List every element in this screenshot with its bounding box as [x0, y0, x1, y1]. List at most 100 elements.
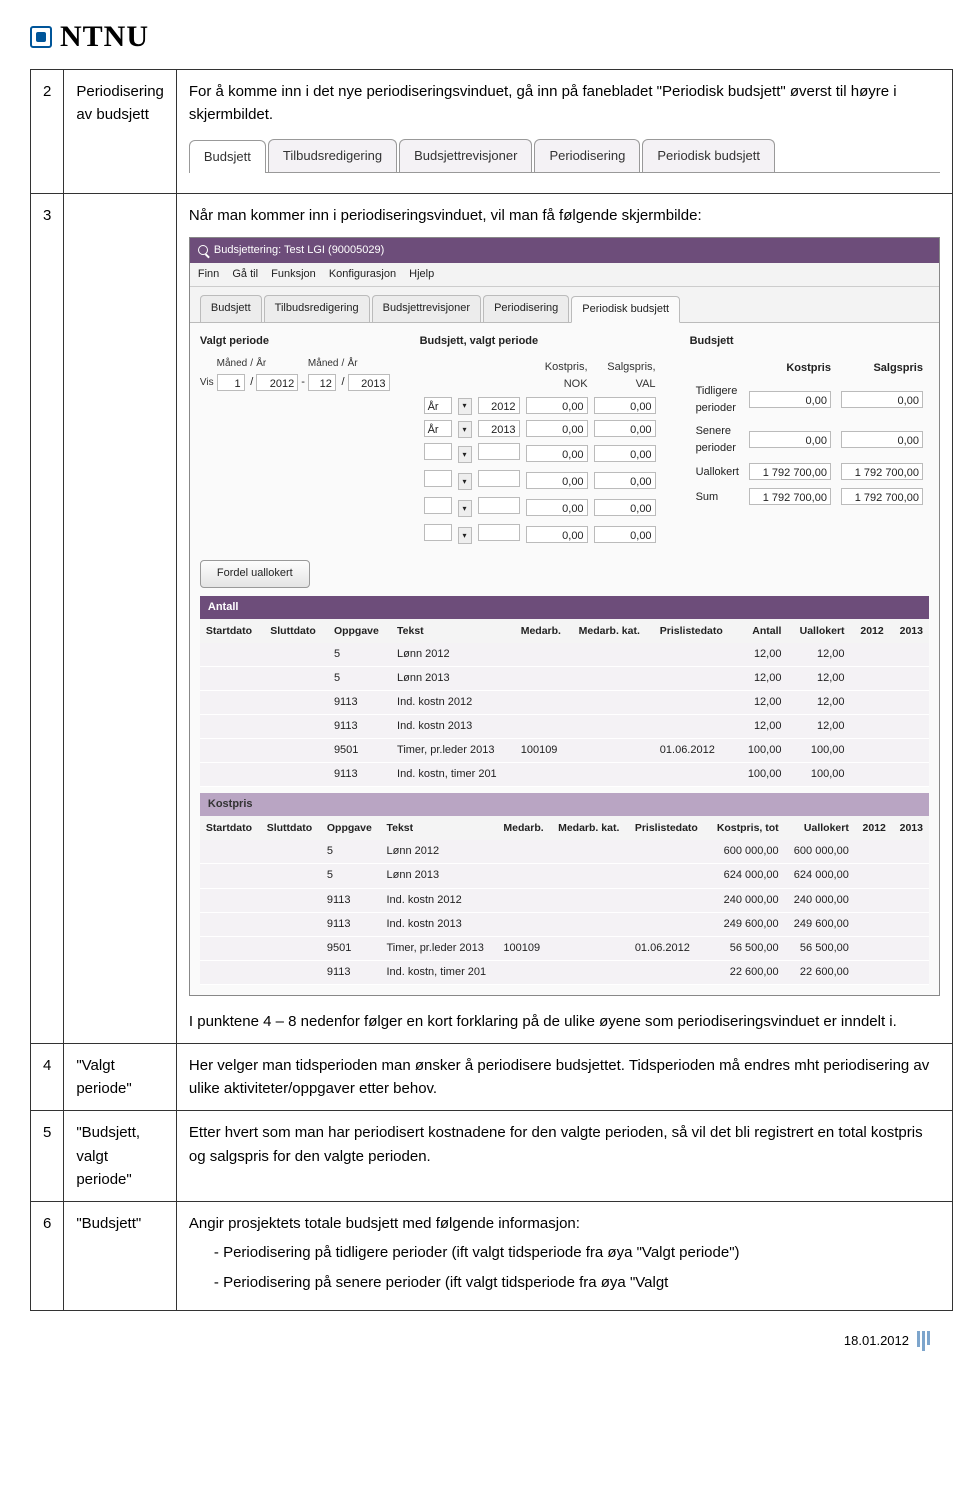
kostpris-header: Kostpris, NOK: [524, 358, 590, 394]
table-row[interactable]: 5Lønn 201312,0012,00: [200, 666, 929, 690]
column-header: Tekst: [391, 619, 515, 643]
dropdown-icon[interactable]: ▾: [458, 446, 472, 463]
bvp-year[interactable]: [478, 497, 520, 514]
kostpris-table: StartdatoSluttdatoOppgaveTekstMedarb.Med…: [200, 816, 929, 985]
bvp-year[interactable]: 2012: [478, 397, 520, 414]
instruction-table: 2 Periodisering av budsjett For å komme …: [30, 69, 953, 1311]
menu-item[interactable]: Hjelp: [409, 268, 434, 280]
bvp-year[interactable]: [478, 524, 520, 541]
bvp-salgspris[interactable]: 0,00: [594, 397, 656, 414]
budsjett-kostpris: 0,00: [749, 431, 831, 448]
bvp-type[interactable]: [424, 524, 452, 541]
bvp-salgspris[interactable]: 0,00: [594, 499, 656, 516]
list-item: Periodisering på tidligere perioder (ift…: [214, 1241, 940, 1264]
bvp-type[interactable]: [424, 497, 452, 514]
salgspris-header: Salgspris, VAL: [592, 358, 658, 394]
inner-tab[interactable]: Tilbudsredigering: [264, 295, 370, 322]
step-content: Når man kommer inn i periodiseringsvindu…: [176, 193, 952, 1043]
step-content: Angir prosjektets totale budsjett med fø…: [176, 1202, 952, 1311]
month-from-input[interactable]: 1: [217, 374, 245, 391]
dropdown-icon[interactable]: ▾: [458, 500, 472, 517]
fordel-uallokert-button[interactable]: Fordel uallokert: [200, 560, 310, 587]
inner-tab[interactable]: Periodisering: [483, 295, 569, 322]
column-header: Medarb.: [515, 619, 573, 643]
note-text: I punktene 4 – 8 nedenfor følger en kort…: [189, 1010, 940, 1033]
inner-tab-active[interactable]: Periodisk budsjett: [571, 296, 680, 323]
bvp-type[interactable]: År: [424, 420, 452, 437]
year-to-input[interactable]: 2013: [348, 374, 390, 391]
table-row[interactable]: 9113Ind. kostn 201312,0012,00: [200, 714, 929, 738]
dropdown-icon[interactable]: ▾: [458, 527, 472, 544]
search-icon: [198, 245, 208, 255]
column-header: Prislistedato: [654, 619, 737, 643]
tab-periodisering[interactable]: Periodisering: [534, 139, 640, 172]
bvp-type[interactable]: [424, 443, 452, 460]
table-row[interactable]: 5Lønn 2012600 000,00600 000,00: [200, 840, 929, 864]
bvp-salgspris[interactable]: 0,00: [594, 445, 656, 462]
table-row[interactable]: 9501Timer, pr.leder 201310010901.06.2012…: [200, 739, 929, 763]
table-row[interactable]: 5Lønn 2013624 000,00624 000,00: [200, 864, 929, 888]
table-row[interactable]: 9113Ind. kostn 2012240 000,00240 000,00: [200, 888, 929, 912]
step-number: 3: [31, 193, 64, 1043]
inner-tab-strip: Budsjett Tilbudsredigering Budsjettrevis…: [190, 287, 939, 323]
bvp-kostpris[interactable]: 0,00: [526, 499, 588, 516]
bvp-type[interactable]: År: [424, 397, 452, 414]
bvp-kostpris[interactable]: 0,00: [526, 472, 588, 489]
budsjett-row-label: Uallokert: [692, 461, 743, 484]
bvp-year[interactable]: [478, 443, 520, 460]
step-number: 4: [31, 1043, 64, 1111]
bvp-year[interactable]: 2013: [478, 420, 520, 437]
bvp-kostpris[interactable]: 0,00: [526, 420, 588, 437]
menu-item[interactable]: Gå til: [232, 268, 258, 280]
salgspris-header: Salgspris: [837, 358, 927, 379]
table-row[interactable]: 9113Ind. kostn, timer 20122 600,0022 600…: [200, 960, 929, 984]
dropdown-icon[interactable]: ▾: [458, 473, 472, 490]
budsjett-salgspris: 0,00: [841, 431, 923, 448]
budsjett-row-label: Senere perioder: [692, 421, 743, 459]
inner-tab[interactable]: Budsjett: [200, 295, 262, 322]
bvp-year[interactable]: [478, 470, 520, 487]
kostpris-header: Kostpris: [745, 358, 835, 379]
window-title-bar: Budsjettering: Test LGI (90005029): [190, 238, 939, 263]
step-label: "Budsjett": [64, 1202, 177, 1311]
column-header: Sluttdato: [264, 619, 328, 643]
table-row[interactable]: 5Lønn 201212,0012,00: [200, 643, 929, 667]
budsjett-section: Budsjett KostprisSalgspris Tidligere per…: [690, 333, 929, 511]
bvp-type[interactable]: [424, 470, 452, 487]
bvp-kostpris[interactable]: 0,00: [526, 445, 588, 462]
budsjett-salgspris: 1 792 700,00: [841, 488, 923, 505]
bvp-kostpris[interactable]: 0,00: [526, 397, 588, 414]
step-text: Når man kommer inn i periodiseringsvindu…: [189, 204, 940, 227]
column-header: Prislistedato: [629, 816, 708, 840]
table-row[interactable]: 9501Timer, pr.leder 201310010901.06.2012…: [200, 936, 929, 960]
menu-item[interactable]: Konfigurasjon: [329, 268, 396, 280]
menu-item[interactable]: Finn: [198, 268, 219, 280]
column-header: 2013: [890, 619, 929, 643]
bvp-salgspris[interactable]: 0,00: [594, 472, 656, 489]
month-to-input[interactable]: 12: [308, 374, 336, 391]
dropdown-icon[interactable]: ▾: [458, 421, 472, 438]
year-from-input[interactable]: 2012: [256, 374, 298, 391]
budsjett-row-label: Sum: [692, 486, 743, 509]
table-row[interactable]: 9113Ind. kostn, timer 201100,00100,00: [200, 763, 929, 787]
window-title: Budsjettering: Test LGI (90005029): [214, 242, 384, 259]
column-header: Medarb.: [497, 816, 552, 840]
tab-tilbudsredigering[interactable]: Tilbudsredigering: [268, 139, 397, 172]
tab-budsjettrevisjoner[interactable]: Budsjettrevisjoner: [399, 139, 532, 172]
ar-label: År: [348, 356, 390, 372]
bvp-salgspris[interactable]: 0,00: [594, 420, 656, 437]
maned-label: Måned: [217, 356, 248, 372]
tab-budsjett[interactable]: Budsjett: [189, 140, 266, 173]
budsjett-kostpris: 0,00: [749, 391, 831, 408]
bvp-kostpris[interactable]: 0,00: [526, 526, 588, 543]
table-row[interactable]: 9113Ind. kostn 201212,0012,00: [200, 690, 929, 714]
dropdown-icon[interactable]: ▾: [458, 398, 472, 415]
tab-periodisk-budsjett[interactable]: Periodisk budsjett: [642, 139, 775, 172]
table-row[interactable]: 9113Ind. kostn 2013249 600,00249 600,00: [200, 912, 929, 936]
inner-tab[interactable]: Budsjettrevisjoner: [372, 295, 481, 322]
footer-bars-icon: [917, 1331, 930, 1351]
menu-item[interactable]: Funksjon: [271, 268, 316, 280]
step-label: "Valgt periode": [64, 1043, 177, 1111]
screenshot: Budsjettering: Test LGI (90005029) Finn …: [189, 237, 940, 996]
bvp-salgspris[interactable]: 0,00: [594, 526, 656, 543]
